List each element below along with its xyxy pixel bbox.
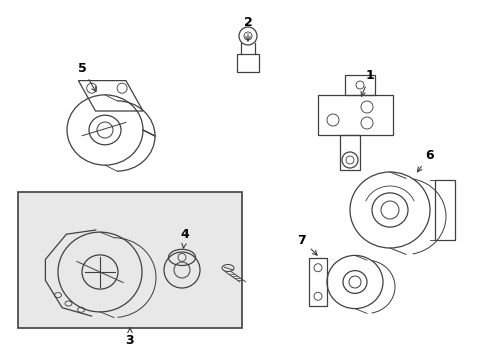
- Bar: [345, 75, 374, 95]
- Bar: [237, 54, 259, 72]
- Bar: [308, 258, 326, 306]
- Text: 5: 5: [78, 62, 96, 91]
- Text: 3: 3: [125, 328, 134, 346]
- Bar: [434, 180, 454, 240]
- Bar: [18, 192, 242, 328]
- Bar: [339, 135, 359, 170]
- Bar: [317, 95, 392, 135]
- Text: 1: 1: [360, 68, 374, 96]
- Text: 4: 4: [180, 229, 189, 248]
- Text: 2: 2: [243, 15, 252, 41]
- Text: 6: 6: [417, 149, 433, 172]
- Text: 7: 7: [297, 234, 317, 255]
